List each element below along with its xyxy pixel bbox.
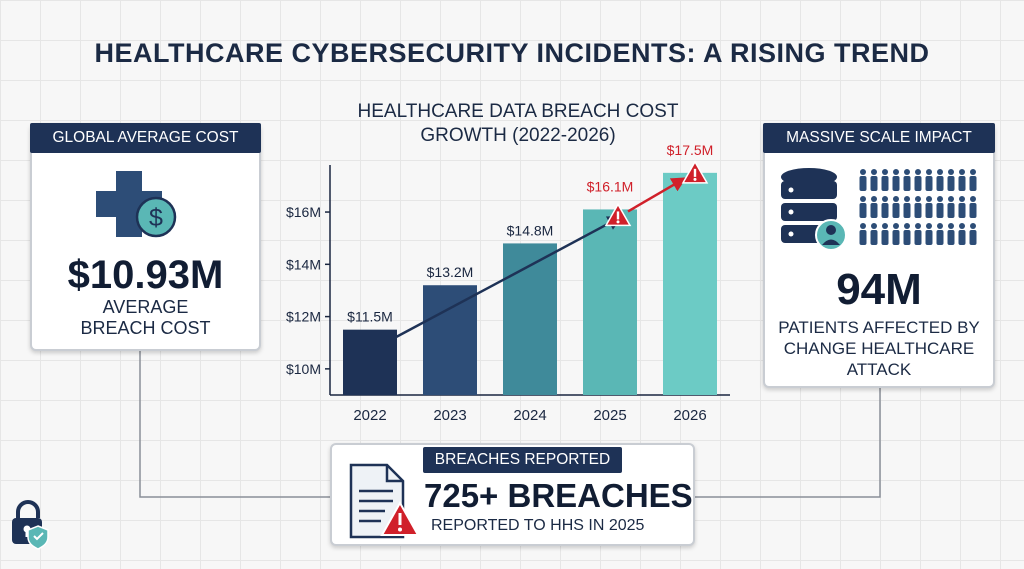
scale-impact-value: 94M	[836, 265, 922, 314]
breaches-card: BREACHES REPORTED 725+ BREACHES REPORTED…	[330, 443, 695, 546]
value-label: $17.5M	[667, 142, 714, 158]
person-icon	[859, 169, 867, 191]
person-icon	[958, 223, 966, 245]
person-icon	[870, 196, 878, 218]
bar	[343, 329, 397, 395]
person-icon	[870, 169, 878, 191]
scale-impact-subtitle-line3: ATTACK	[846, 360, 912, 379]
global-cost-subtitle-line1: AVERAGE	[102, 297, 189, 317]
value-label: $14.8M	[507, 222, 554, 238]
x-tick-label: 2023	[433, 407, 466, 424]
bar-group	[343, 172, 717, 395]
x-tick-label: 2026	[673, 407, 706, 424]
x-tick-label: 2025	[593, 407, 626, 424]
person-icon	[892, 169, 900, 191]
global-cost-subtitle: AVERAGE BREACH COST	[32, 297, 259, 339]
breaches-header: BREACHES REPORTED	[423, 447, 622, 473]
database-people-icon	[781, 168, 977, 251]
scale-impact-card: MASSIVE SCALE IMPACT 94M PATIENTS AFFECT…	[763, 123, 995, 388]
person-icon	[969, 169, 977, 191]
global-cost-subtitle-line2: BREACH COST	[80, 318, 211, 338]
trend-arrows	[394, 160, 709, 339]
person-icon	[859, 223, 867, 245]
scale-impact-subtitle: PATIENTS AFFECTED BY CHANGE HEALTHCARE A…	[765, 317, 993, 380]
person-icon	[892, 196, 900, 218]
person-icon	[947, 196, 955, 218]
value-label: $11.5M	[347, 309, 393, 325]
person-icon	[925, 196, 933, 218]
warning-icon	[604, 202, 632, 227]
bar-chart: $10M $12M $14M $16M $11.5M $13.2M $14.8M $16.1…	[286, 142, 730, 424]
person-icon	[881, 196, 889, 218]
y-tick-label: $12M	[286, 309, 321, 325]
person-icon	[914, 223, 922, 245]
person-icon	[903, 169, 911, 191]
person-icon	[859, 196, 867, 218]
bar	[503, 243, 557, 395]
global-cost-value: $10.93M	[67, 253, 224, 297]
lock-shield-icon	[12, 500, 49, 550]
y-tick-label: $16M	[286, 204, 321, 220]
value-label-group: $11.5M $13.2M $14.8M $16.1M $17.5M	[347, 142, 713, 325]
person-icon	[892, 223, 900, 245]
page-title: HEALTHCARE CYBERSECURITY INCIDENTS: A RI…	[94, 38, 930, 68]
breaches-value: 725+ BREACHES	[424, 477, 693, 514]
scale-impact-subtitle-line2: CHANGE HEALTHCARE	[783, 339, 975, 358]
person-icon	[936, 169, 944, 191]
chart-title: HEALTHCARE DATA BREACH COST GROWTH (2022…	[318, 100, 718, 148]
value-label: $16.1M	[587, 178, 634, 194]
person-icon	[958, 169, 966, 191]
x-tick-label: 2024	[513, 407, 546, 424]
x-label-group: 2022 2023 2024 2025 2026	[353, 407, 706, 424]
y-tick-label: $10M	[286, 361, 321, 377]
y-tick-label: $14M	[286, 256, 321, 272]
bar	[663, 172, 717, 395]
person-icon	[936, 196, 944, 218]
bar	[423, 285, 477, 395]
person-icon	[870, 223, 878, 245]
medical-cross-dollar-icon: $	[96, 171, 177, 238]
person-icon	[947, 223, 955, 245]
value-label: $13.2M	[427, 264, 474, 280]
global-cost-header: GLOBAL AVERAGE COST	[30, 123, 261, 153]
person-icon	[925, 169, 933, 191]
person-icon	[881, 169, 889, 191]
person-icon	[969, 196, 977, 218]
person-icon	[925, 223, 933, 245]
trend-arrow	[394, 216, 623, 339]
document-warning-icon	[349, 463, 420, 539]
person-icon	[881, 223, 889, 245]
x-tick-label: 2022	[353, 407, 386, 424]
scale-impact-subtitle-line1: PATIENTS AFFECTED BY	[778, 318, 980, 337]
warning-icon	[681, 160, 709, 184]
person-icon	[958, 196, 966, 218]
global-cost-card: GLOBAL AVERAGE COST $ $10.93M AVERAGE BR…	[30, 123, 261, 351]
y-tick-group: $10M $12M $14M $16M	[286, 204, 330, 377]
person-icon	[903, 223, 911, 245]
scale-impact-header: MASSIVE SCALE IMPACT	[763, 123, 995, 153]
bar	[583, 209, 637, 395]
breaches-subtitle: REPORTED TO HHS IN 2025	[431, 517, 645, 534]
person-icon	[936, 223, 944, 245]
chart-title-text: HEALTHCARE DATA BREACH COST GROWTH (2022…	[357, 101, 679, 146]
trend-arrow-red	[627, 177, 687, 213]
person-icon	[914, 196, 922, 218]
person-icon	[914, 169, 922, 191]
person-icon	[903, 196, 911, 218]
person-icon	[947, 169, 955, 191]
person-icon	[969, 223, 977, 245]
svg-text:$: $	[149, 204, 163, 232]
